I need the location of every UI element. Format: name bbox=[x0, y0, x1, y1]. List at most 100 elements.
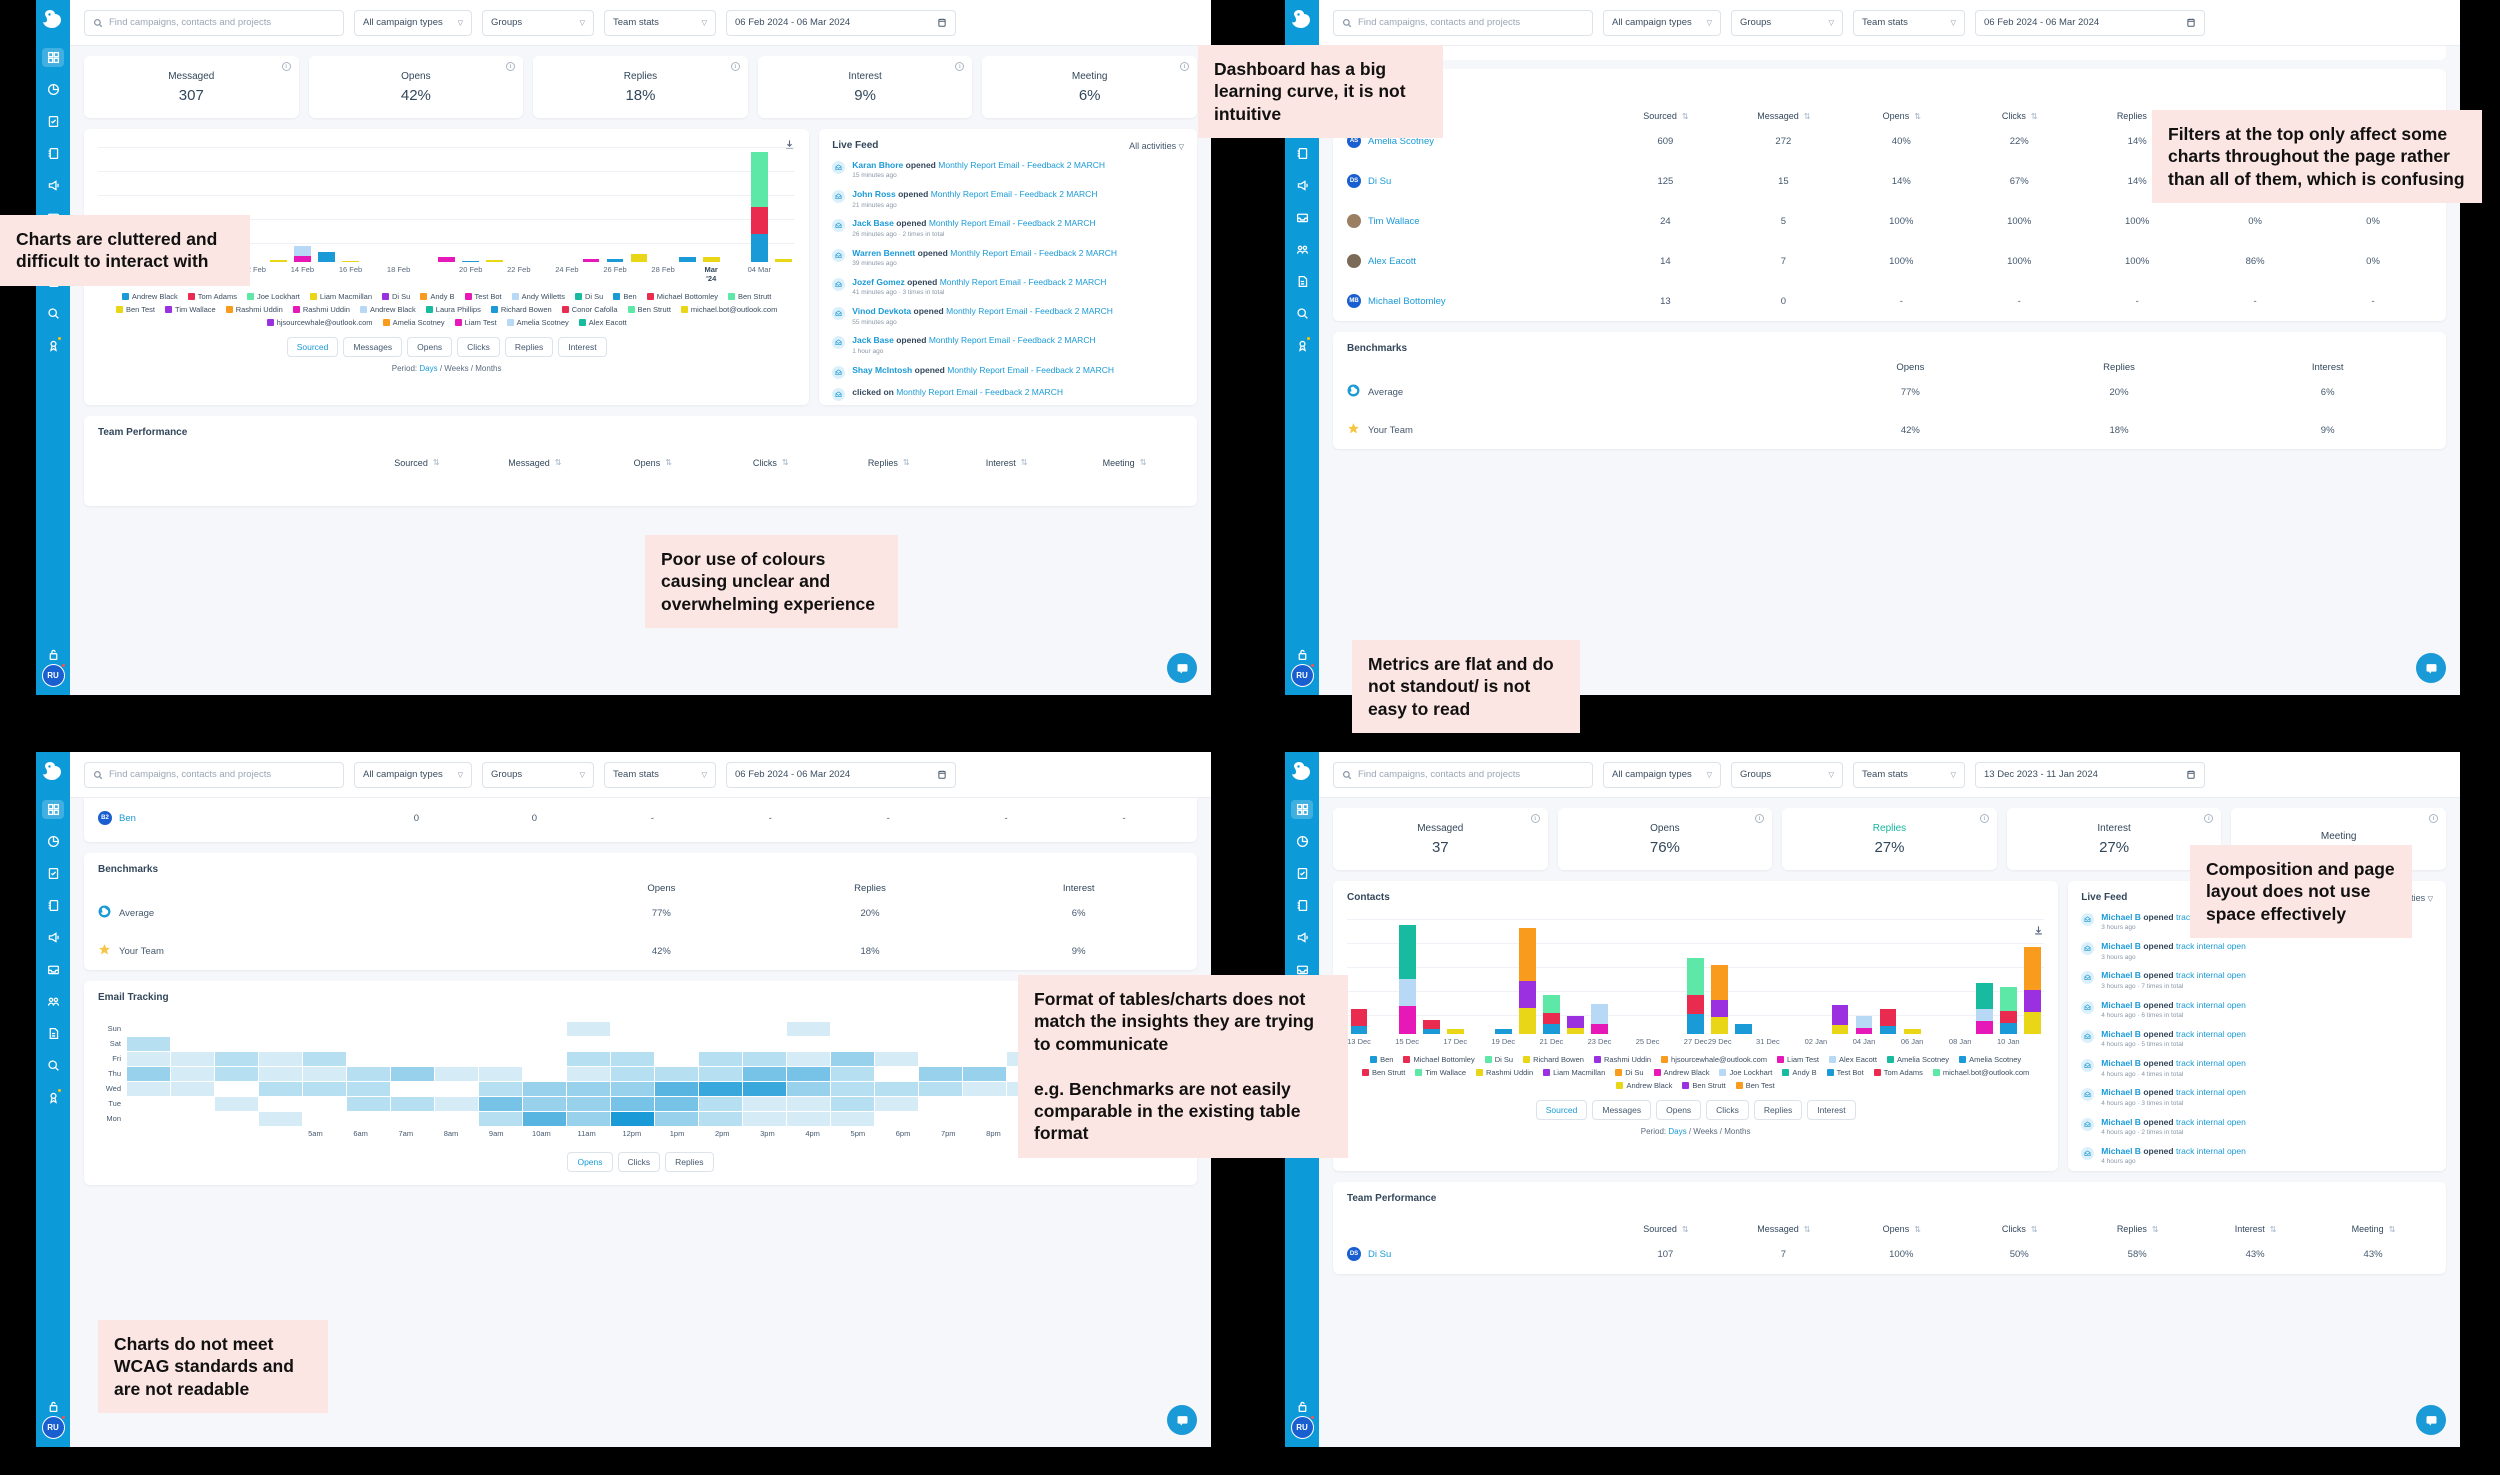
campaign-link[interactable]: track internal open bbox=[2175, 999, 2246, 1010]
sort-icon[interactable]: ⇅ bbox=[1803, 111, 1811, 121]
heatmap-cell[interactable] bbox=[743, 1081, 787, 1096]
info-icon[interactable]: i bbox=[1179, 62, 1189, 71]
heatmap-cell[interactable] bbox=[875, 1051, 919, 1066]
campaign-link[interactable]: Monthly Report Email - Feedback 2 MARCH bbox=[938, 160, 1106, 170]
sidebar-item-search-icon[interactable] bbox=[42, 1056, 64, 1075]
sidebar-item-campaigns-megaphone-icon[interactable] bbox=[42, 176, 64, 195]
heatmap-cell[interactable] bbox=[170, 1081, 214, 1096]
contact-name[interactable]: Michael B bbox=[2101, 1116, 2141, 1127]
avatar[interactable]: RU bbox=[1290, 1415, 1315, 1439]
heatmap-cell[interactable] bbox=[259, 1097, 302, 1111]
heatmap-cell[interactable] bbox=[258, 1081, 302, 1096]
chart-bar-column[interactable] bbox=[314, 251, 338, 262]
column-header-clicks[interactable]: Clicks ⇅ bbox=[1960, 1224, 2078, 1234]
heatmap-cell[interactable] bbox=[259, 1022, 302, 1036]
chart-bar-column[interactable] bbox=[771, 258, 795, 262]
list-item[interactable]: Warren Bennett opened Monthly Report Ema… bbox=[819, 244, 1197, 273]
contact-name[interactable]: Shay McIntosh bbox=[852, 364, 913, 375]
heatmap-cell[interactable] bbox=[259, 1037, 302, 1051]
sort-icon[interactable]: ⇅ bbox=[2388, 1224, 2396, 1234]
heatmap-cell[interactable] bbox=[258, 1051, 302, 1066]
column-header-meeting[interactable]: Meeting ⇅ bbox=[2314, 1224, 2432, 1234]
heatmap-cell[interactable] bbox=[171, 1037, 214, 1051]
sort-icon[interactable]: ⇅ bbox=[554, 458, 562, 468]
campaign-link[interactable]: Monthly Report Email - Feedback 2 MARCH bbox=[947, 364, 1114, 375]
heatmap-cell[interactable] bbox=[831, 1037, 874, 1051]
list-item[interactable]: Michael B opened track internal open 4 ho… bbox=[2068, 1054, 2446, 1083]
heatmap-cell[interactable] bbox=[743, 1066, 787, 1081]
heatmap-cell[interactable] bbox=[743, 1096, 787, 1111]
heatmap-cell[interactable] bbox=[303, 1022, 346, 1036]
period-months[interactable]: Months bbox=[1724, 1127, 1751, 1136]
heatmap-cell[interactable] bbox=[655, 1111, 699, 1126]
sort-icon[interactable]: ⇅ bbox=[781, 458, 789, 468]
list-item[interactable]: Michael B opened track internal open 4 ho… bbox=[2068, 996, 2446, 1025]
campaign-link[interactable]: track internal open bbox=[2175, 1087, 2246, 1098]
info-icon[interactable]: i bbox=[1755, 814, 1765, 823]
heatmap-cell[interactable] bbox=[522, 1096, 566, 1111]
heatmap-cell[interactable] bbox=[391, 1022, 434, 1036]
heatmap-cell[interactable] bbox=[347, 1052, 390, 1066]
column-header-opens[interactable]: Opens ⇅ bbox=[1842, 111, 1960, 121]
heatmap-cell[interactable] bbox=[127, 1112, 170, 1126]
heatmap-cell[interactable] bbox=[479, 1022, 522, 1036]
info-icon[interactable]: i bbox=[1530, 814, 1540, 823]
heatmap-cell[interactable] bbox=[875, 1067, 918, 1081]
heatmap-cell[interactable] bbox=[215, 1037, 258, 1051]
team-stats-select[interactable]: Team stats ▽ bbox=[1853, 761, 1965, 788]
metric-button-clicks[interactable]: Clicks bbox=[1706, 1100, 1749, 1120]
avatar[interactable]: RU bbox=[1290, 663, 1315, 687]
sidebar-item-contacts-book-icon[interactable] bbox=[42, 144, 64, 163]
chart-bar-column[interactable] bbox=[1876, 1008, 1900, 1034]
heatmap-cell[interactable] bbox=[743, 1037, 786, 1051]
chart-bar-column[interactable] bbox=[1972, 983, 1996, 1034]
heatmap-cell[interactable] bbox=[655, 1022, 698, 1036]
heatmap-cell[interactable] bbox=[611, 1037, 654, 1051]
heatmap-cell[interactable] bbox=[303, 1097, 346, 1111]
search-input[interactable]: Find campaigns, contacts and projects bbox=[1333, 9, 1593, 36]
chart-bar-column[interactable] bbox=[1684, 958, 1708, 1034]
period-weeks[interactable]: Weeks bbox=[1693, 1127, 1718, 1136]
groups-select[interactable]: Groups ▽ bbox=[1731, 761, 1843, 788]
chart-bar-column[interactable] bbox=[2020, 946, 2044, 1034]
list-item[interactable]: Michael B opened track internal open 3 ho… bbox=[2068, 937, 2446, 966]
heatmap-cell[interactable] bbox=[347, 1022, 390, 1036]
heatmap-cell[interactable] bbox=[435, 1037, 478, 1051]
contact-name[interactable]: Jozef Gomez bbox=[852, 276, 905, 287]
chart-bar-column[interactable] bbox=[675, 257, 699, 262]
chart-bar-column[interactable] bbox=[1732, 1023, 1756, 1034]
sidebar-item-inbox-icon[interactable] bbox=[42, 960, 64, 979]
contact-name[interactable]: Michael B bbox=[2101, 970, 2141, 981]
contact-name[interactable]: John Ross bbox=[852, 189, 896, 200]
info-icon[interactable]: i bbox=[2428, 814, 2438, 823]
chart-bar-column[interactable] bbox=[1491, 1029, 1515, 1034]
sidebar-item-search-icon[interactable] bbox=[42, 304, 64, 323]
heatmap-cell[interactable] bbox=[126, 1081, 170, 1096]
heatmap-cell[interactable] bbox=[566, 1111, 611, 1126]
sidebar-item-analytics-pie-icon[interactable] bbox=[42, 832, 64, 851]
heatmap-cell[interactable] bbox=[699, 1051, 743, 1066]
period-weeks[interactable]: Weeks bbox=[444, 364, 469, 373]
chart-bar-column[interactable] bbox=[1828, 1005, 1852, 1034]
list-item[interactable]: John Ross opened Monthly Report Email - … bbox=[819, 185, 1197, 214]
heatmap-cell[interactable] bbox=[919, 1052, 962, 1066]
heatmap-cell[interactable] bbox=[523, 1022, 566, 1036]
heatmap-cell[interactable] bbox=[919, 1022, 962, 1036]
heatmap-cell[interactable] bbox=[831, 1081, 875, 1096]
info-icon[interactable]: i bbox=[955, 62, 965, 71]
metric-button-sourced[interactable]: Sourced bbox=[286, 337, 339, 357]
heatmap-cell[interactable] bbox=[699, 1037, 742, 1051]
search-input[interactable]: Find campaigns, contacts and projects bbox=[1333, 761, 1593, 788]
team-stats-select[interactable]: Team stats ▽ bbox=[604, 9, 716, 36]
heatmap-cell[interactable] bbox=[215, 1022, 258, 1036]
row-name[interactable]: Tim Wallace bbox=[1368, 215, 1420, 227]
chart-bar-column[interactable] bbox=[699, 257, 723, 262]
heatmap-cell[interactable] bbox=[391, 1082, 434, 1096]
chat-bubble-button[interactable] bbox=[1167, 653, 1197, 683]
column-header-sourced[interactable]: Sourced ⇅ bbox=[1606, 1224, 1724, 1234]
heatmap-cell[interactable] bbox=[787, 1066, 831, 1081]
heatmap-cell[interactable] bbox=[655, 1052, 698, 1066]
heatmap-cell[interactable] bbox=[611, 1022, 654, 1036]
column-header-messaged[interactable]: Messaged ⇅ bbox=[1724, 1224, 1842, 1234]
contact-name[interactable]: Michael B bbox=[2101, 1028, 2141, 1039]
